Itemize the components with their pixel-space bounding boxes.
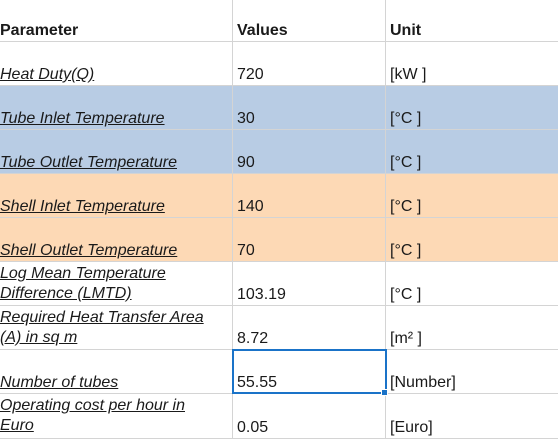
table-row: Tube Inlet Temperature 30 [°C ] xyxy=(0,86,558,130)
value-cell[interactable]: 0.05 xyxy=(233,394,386,438)
value-cell[interactable]: 8.72 xyxy=(233,306,386,349)
table-row: Tube Outlet Temperature 90 [°C ] xyxy=(0,130,558,174)
value-cell[interactable]: 720 xyxy=(233,42,386,85)
parameter-line-1: Log Mean Temperature xyxy=(0,265,166,282)
unit-cell[interactable]: [°C ] xyxy=(390,198,422,215)
parameter-line-2: Euro xyxy=(0,417,34,434)
header-parameter[interactable]: Parameter xyxy=(0,0,233,41)
table-row: Log Mean Temperature Difference (LMTD) 1… xyxy=(0,262,558,306)
unit-cell[interactable]: [Number] xyxy=(390,374,456,391)
parameter-cell[interactable]: Heat Duty(Q) xyxy=(0,42,233,85)
value-cell[interactable]: 103.19 xyxy=(233,262,386,305)
unit-cell[interactable]: [°C ] xyxy=(390,154,422,171)
value-cell[interactable]: 30 xyxy=(233,86,386,129)
table-row: Required Heat Transfer Area (A) in sq m … xyxy=(0,306,558,350)
parameter-cell[interactable]: Required Heat Transfer Area (A) in sq m xyxy=(0,306,233,349)
table-row: Shell Inlet Temperature 140 [°C ] xyxy=(0,174,558,218)
parameter-cell[interactable]: Number of tubes xyxy=(0,350,233,393)
parameter-line-2: (A) in sq m xyxy=(0,329,78,346)
parameter-cell[interactable]: Tube Inlet Temperature xyxy=(0,86,233,129)
header-row: Parameter Values Unit xyxy=(0,0,558,42)
table-row: Number of tubes 55.55 [Number] xyxy=(0,349,558,396)
value-cell[interactable]: 90 xyxy=(233,130,386,173)
parameter-cell[interactable]: Operating cost per hour in Euro xyxy=(0,394,233,438)
parameter-line-2: Difference (LMTD) xyxy=(0,285,132,302)
fill-handle[interactable] xyxy=(381,389,388,396)
parameter-line-1: Required Heat Transfer Area xyxy=(0,309,204,326)
unit-cell[interactable]: [kW ] xyxy=(390,66,427,83)
parameter-cell[interactable]: Shell Outlet Temperature xyxy=(0,218,233,261)
unit-cell[interactable]: [°C ] xyxy=(390,110,422,127)
parameter-cell[interactable]: Tube Outlet Temperature xyxy=(0,130,233,173)
parameter-cell[interactable]: Shell Inlet Temperature xyxy=(0,174,233,217)
parameter-line-1: Operating cost per hour in xyxy=(0,397,185,414)
table-row: Operating cost per hour in Euro 0.05 [Eu… xyxy=(0,394,558,439)
parameter-cell[interactable]: Log Mean Temperature Difference (LMTD) xyxy=(0,262,233,305)
value-cell[interactable]: 70 xyxy=(233,218,386,261)
selected-value-cell[interactable]: 55.55 xyxy=(232,349,388,396)
header-values[interactable]: Values xyxy=(233,0,386,41)
header-unit[interactable]: Unit xyxy=(390,22,422,39)
unit-cell[interactable]: [m² ] xyxy=(390,330,422,347)
unit-cell[interactable]: [Euro] xyxy=(390,419,433,436)
value-cell[interactable]: 140 xyxy=(233,174,386,217)
unit-cell[interactable]: [°C ] xyxy=(390,286,422,303)
table-row: Shell Outlet Temperature 70 [°C ] xyxy=(0,218,558,262)
unit-cell[interactable]: [°C ] xyxy=(390,242,422,259)
table-row: Heat Duty(Q) 720 [kW ] xyxy=(0,42,558,86)
value-text: 55.55 xyxy=(237,374,278,391)
